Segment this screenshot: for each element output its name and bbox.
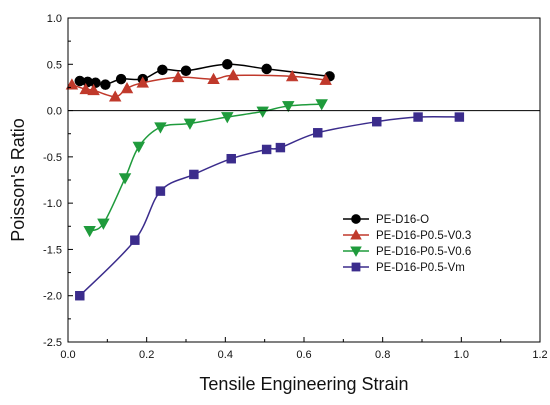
data-point — [275, 142, 286, 153]
x-tick-label: 0.4 — [218, 349, 233, 361]
data-point — [154, 122, 167, 134]
y-tick-label: 0.5 — [47, 59, 62, 71]
legend-label: PE-D16-P0.5-Vm — [376, 262, 465, 274]
data-point — [282, 101, 295, 113]
y-tick-label: -1.5 — [43, 244, 62, 256]
x-tick-label: 0.6 — [296, 349, 311, 361]
y-tick-label: 1.0 — [47, 13, 62, 25]
data-point — [87, 83, 100, 96]
axis-ticks: 0.0 0.2 0.4 0.6 0.8 1.0 1.2 1.0 0.5 0.0 -0.5 -1.0 -1… — [43, 13, 548, 361]
series-line — [89, 103, 322, 232]
data-point — [155, 186, 166, 196]
x-tick-label: 1.0 — [454, 349, 469, 361]
data-point — [221, 112, 234, 124]
data-point — [120, 82, 134, 94]
legend-marker — [350, 229, 362, 240]
legend-item: PE-D16-O — [343, 214, 429, 226]
data-point — [90, 77, 101, 89]
data-point — [226, 153, 236, 164]
y-tick-label: -1.0 — [43, 198, 62, 210]
data-point — [226, 69, 240, 81]
data-point — [180, 65, 192, 77]
series-layer — [65, 59, 465, 301]
data-point — [261, 63, 272, 75]
data-point — [75, 290, 85, 301]
data-point — [83, 226, 96, 238]
legend-marker — [351, 262, 361, 272]
data-point — [132, 141, 146, 154]
data-point — [256, 106, 269, 118]
legend: PE-D16-O PE-D16-P0.5-V0.3 PE-D16-P0.5-V0.6… — [343, 214, 471, 274]
data-point — [315, 99, 328, 111]
x-tick-label: 0.2 — [139, 349, 154, 361]
series-3 — [83, 99, 328, 238]
x-tick-label: 1.2 — [532, 349, 547, 361]
x-tick-label: 0.8 — [375, 349, 390, 361]
legend-item: PE-D16-P0.5-V0.3 — [343, 229, 471, 242]
data-point — [183, 118, 197, 130]
data-point — [222, 59, 233, 70]
data-point — [413, 112, 423, 122]
legend-label: PE-D16-O — [376, 214, 429, 226]
data-point — [285, 69, 299, 82]
series-4 — [75, 112, 465, 301]
data-point — [261, 144, 272, 155]
data-point — [65, 78, 79, 90]
y-tick-label: -2.5 — [43, 337, 62, 349]
data-point — [207, 72, 220, 84]
data-point — [79, 82, 92, 95]
data-point — [115, 73, 127, 85]
data-point — [100, 79, 111, 90]
y-tick-label: -2.0 — [43, 291, 62, 303]
legend-label: PE-D16-P0.5-V0.6 — [376, 246, 471, 258]
data-point — [118, 173, 132, 185]
y-tick-label: -0.5 — [43, 152, 62, 164]
legend-marker — [351, 214, 361, 224]
data-point — [108, 90, 122, 102]
legend-item: PE-D16-P0.5-V0.6 — [343, 246, 471, 258]
data-point — [189, 169, 199, 180]
legend-label: PE-D16-P0.5-V0.3 — [376, 230, 471, 242]
data-point — [157, 64, 168, 76]
data-point — [313, 128, 323, 138]
data-point — [454, 112, 465, 122]
data-point — [319, 73, 332, 85]
x-tick-label: 0.0 — [60, 349, 75, 361]
data-point — [97, 218, 110, 230]
legend-marker — [350, 246, 362, 257]
y-axis-title: Poisson's Ratio — [8, 118, 28, 242]
data-point — [372, 116, 382, 127]
x-axis-title: Tensile Engineering Strain — [199, 374, 408, 394]
y-tick-label: 0.0 — [47, 106, 62, 118]
series-2 — [65, 69, 332, 102]
data-point — [136, 76, 149, 88]
legend-item: PE-D16-P0.5-Vm — [343, 262, 465, 274]
data-point — [130, 235, 140, 245]
data-point — [171, 70, 185, 83]
